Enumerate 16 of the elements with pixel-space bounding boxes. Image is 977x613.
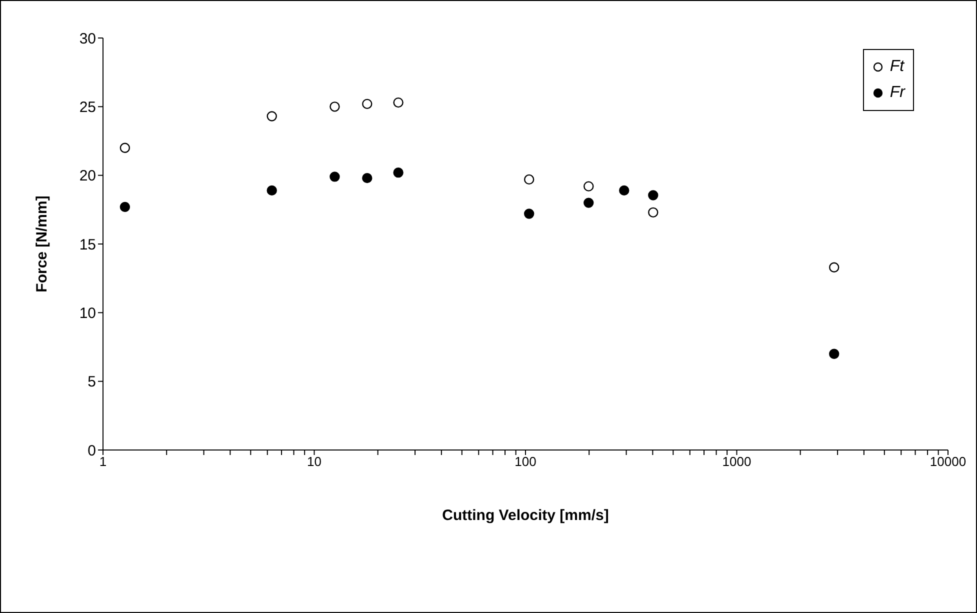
x-axis-title: Cutting Velocity [mm/s]	[442, 507, 609, 524]
y-axis-title: Force [N/mm]	[33, 196, 50, 292]
y-tick-label: 15	[79, 236, 96, 254]
y-tick-label: 5	[88, 374, 96, 391]
y-tick-label: 25	[79, 98, 96, 116]
x-tick-label: 1	[99, 454, 107, 470]
legend-label: Ft	[890, 58, 904, 76]
x-tick-label: 100	[514, 454, 536, 470]
y-tick-label: 10	[79, 304, 96, 322]
x-tick-label: 10000	[930, 454, 966, 470]
y-tick-label: 30	[79, 30, 96, 48]
legend-label: Fr	[890, 84, 905, 102]
y-tick-label: 20	[79, 168, 96, 185]
x-tick-label: 10	[307, 454, 322, 470]
y-tick-label: 0	[88, 442, 96, 460]
x-tick-label: 1000	[722, 454, 752, 470]
